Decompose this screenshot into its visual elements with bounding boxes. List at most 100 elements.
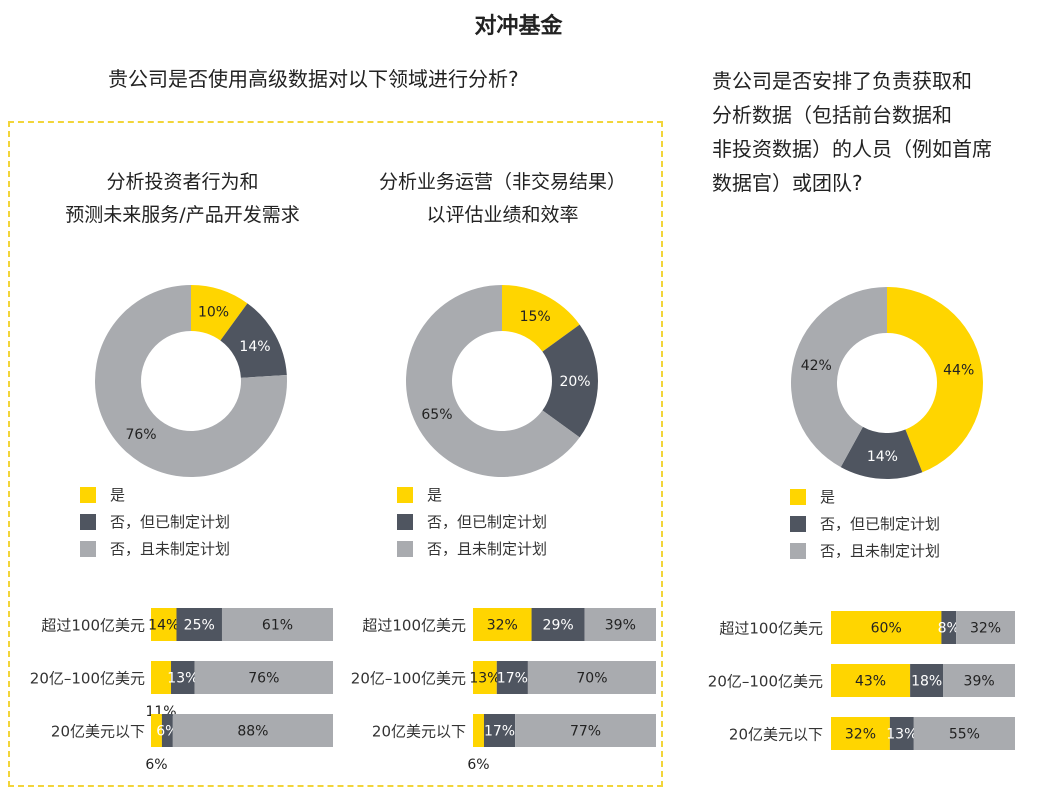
- bar-segment: [831, 717, 890, 750]
- legend-label: 是: [820, 488, 836, 506]
- bar-value-label: 6%: [145, 757, 167, 773]
- donut-value-label: 44%: [943, 362, 974, 378]
- bar-value-label: 77%: [570, 724, 601, 740]
- bar-segment: [172, 714, 333, 747]
- bar-segment: [194, 661, 333, 694]
- category-label: 20亿美元以下: [51, 723, 145, 741]
- legend-item-planned: 否，但已制定计划: [790, 510, 940, 537]
- legend-panel-2: 是 否，但已制定计划 否，且未制定计划: [397, 481, 547, 562]
- right-question-line: 非投资数据）的人员（例如首席: [712, 137, 992, 161]
- legend-swatch: [790, 515, 806, 532]
- legend-item-yes: 是: [80, 481, 230, 508]
- right-question: 贵公司是否安排了负责获取和 分析数据（包括前台数据和 非投资数据）的人员（例如首…: [712, 64, 992, 200]
- bar-value-label: 39%: [605, 618, 636, 634]
- bar-value-label: 43%: [855, 674, 886, 690]
- legend-swatch: [397, 486, 413, 503]
- panel-2-title: 分析业务运营（非交易结果） 以评估业绩和效率: [345, 166, 660, 232]
- bar-segment: [956, 611, 1015, 644]
- legend-label: 否，且未制定计划: [427, 540, 548, 558]
- legend-item-yes: 是: [397, 481, 547, 508]
- donut-slice: [220, 303, 287, 378]
- donut-value-label: 42%: [801, 358, 832, 374]
- category-label: 20亿美元以下: [372, 723, 466, 741]
- bar-segment: [913, 717, 1015, 750]
- legend-panel-3: 是 否，但已制定计划 否，且未制定计划: [790, 483, 940, 564]
- bar-segment: [941, 611, 957, 644]
- legend-label: 否，但已制定计划: [820, 515, 941, 533]
- left-question: 贵公司是否使用高级数据对以下领域进行分析?: [108, 67, 519, 91]
- legend-item-yes: 是: [790, 483, 940, 510]
- bar-segment: [473, 608, 532, 641]
- bar-value-label: 39%: [964, 674, 995, 690]
- bar-segment: [151, 661, 172, 694]
- bar-value-label: 17%: [484, 724, 515, 740]
- legend-swatch: [397, 540, 413, 557]
- legend-swatch: [790, 488, 806, 505]
- legend-item-not-planned: 否，且未制定计划: [397, 535, 547, 562]
- legend-swatch: [80, 540, 96, 557]
- bar-value-label: 32%: [970, 621, 1001, 637]
- bar-value-label: 8%: [938, 621, 960, 637]
- legend-panel-1: 是 否，但已制定计划 否，且未制定计划: [80, 481, 230, 562]
- bar-segment: [483, 714, 516, 747]
- bar-segment: [151, 714, 162, 747]
- right-question-line: 数据官）或团队?: [712, 171, 863, 195]
- legend-item-not-planned: 否，且未制定计划: [790, 537, 940, 564]
- legend-label: 是: [110, 486, 126, 504]
- donut-value-label: 65%: [421, 407, 452, 423]
- bar-segment: [515, 714, 656, 747]
- bar-value-label: 61%: [262, 618, 293, 634]
- panel-title-line: 分析业务运营（非交易结果）: [378, 171, 626, 193]
- category-label: 20亿–100亿美元: [30, 670, 145, 688]
- donut-slice: [191, 285, 248, 341]
- bar-segment: [473, 714, 484, 747]
- legend-swatch: [397, 513, 413, 530]
- legend-item-planned: 否，但已制定计划: [80, 508, 230, 535]
- legend-label: 否，但已制定计划: [110, 513, 231, 531]
- donut-slice: [791, 287, 887, 468]
- bar-value-label: 32%: [845, 727, 876, 743]
- donut-value-label: 10%: [198, 305, 229, 321]
- bar-segment: [943, 664, 1015, 697]
- highlight-box: [8, 121, 663, 787]
- donut-slice: [406, 285, 580, 478]
- category-label: 超过100亿美元: [719, 620, 823, 638]
- donut-value-label: 14%: [239, 339, 270, 355]
- bar-segment: [531, 608, 585, 641]
- legend-label: 是: [427, 486, 443, 504]
- bar-value-label: 60%: [871, 621, 902, 637]
- legend-label: 否，且未制定计划: [110, 540, 231, 558]
- bar-value-label: 13%: [469, 671, 500, 687]
- bar-value-label: 13%: [167, 671, 198, 687]
- donut-slice: [840, 426, 923, 480]
- legend-label: 否，且未制定计划: [820, 542, 941, 560]
- panel-title-line: 分析投资者行为和: [106, 171, 259, 193]
- bar-segment: [176, 608, 222, 641]
- bar-segment: [171, 661, 195, 694]
- legend-swatch: [790, 542, 806, 559]
- donut-value-label: 14%: [867, 449, 898, 465]
- right-question-line: 贵公司是否安排了负责获取和: [712, 69, 972, 93]
- legend-item-not-planned: 否，且未制定计划: [80, 535, 230, 562]
- category-label: 20亿–100亿美元: [708, 673, 823, 691]
- bar-segment: [151, 608, 177, 641]
- bar-segment: [831, 611, 942, 644]
- page-title: 对冲基金: [474, 14, 563, 39]
- bar-value-label: 70%: [576, 671, 607, 687]
- donut-value-label: 15%: [520, 309, 551, 325]
- bar-segment: [496, 661, 528, 694]
- panel-title-line: 以评估业绩和效率: [426, 204, 579, 226]
- bar-value-label: 14%: [148, 618, 179, 634]
- donut-value-label: 76%: [125, 427, 156, 443]
- bar-value-label: 13%: [886, 727, 917, 743]
- category-label: 20亿美元以下: [729, 726, 823, 744]
- bar-segment: [527, 661, 656, 694]
- panel-1-title: 分析投资者行为和 预测未来服务/产品开发需求: [20, 166, 345, 232]
- panel-title-line: 预测未来服务/产品开发需求: [65, 204, 300, 226]
- legend-swatch: [80, 486, 96, 503]
- bar-segment: [910, 664, 944, 697]
- category-label: 超过100亿美元: [41, 617, 145, 635]
- donut-slice: [887, 287, 984, 473]
- bar-segment: [221, 608, 333, 641]
